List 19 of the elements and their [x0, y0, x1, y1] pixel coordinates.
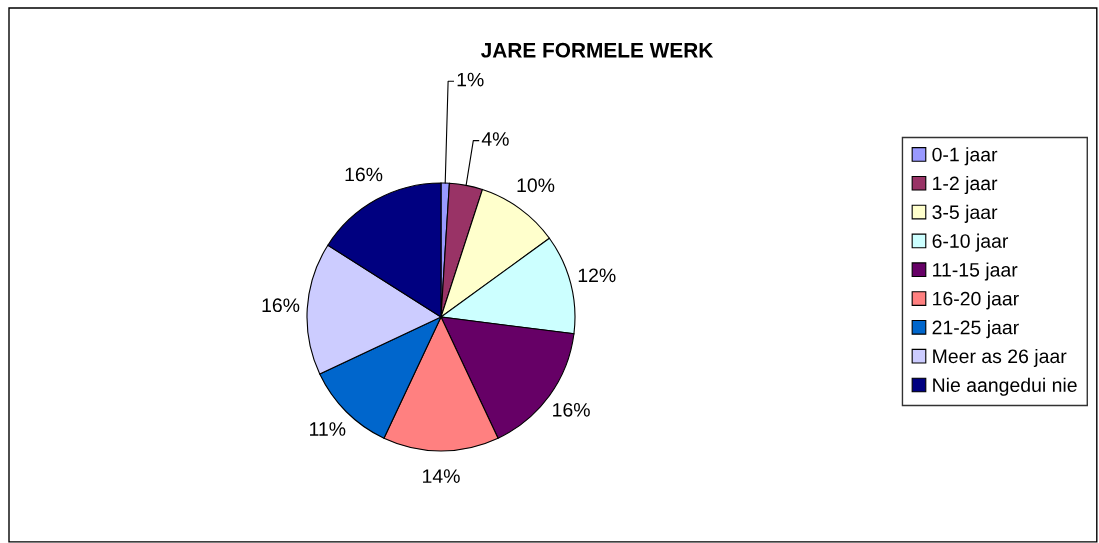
- legend-label: Meer as 26 jaar: [933, 348, 1067, 368]
- data-label: 4%: [481, 132, 509, 146]
- legend-label: 21-25 jaar: [932, 320, 1019, 339]
- legend-label: Nie aangedui nie: [933, 377, 1077, 396]
- legend-label: 0-1 jaar: [932, 147, 998, 166]
- legend-label: 6-10 jaar: [932, 233, 1009, 252]
- data-label: 1%: [457, 72, 484, 87]
- data-label: 16%: [345, 167, 383, 182]
- chart-title: JARE FORMELE WERK: [480, 42, 714, 58]
- legend-label: 11-15 jaar: [933, 262, 1018, 281]
- data-label: 16%: [553, 402, 590, 417]
- legend-label: 3-5 jaar: [932, 204, 998, 223]
- data-label: 14%: [423, 469, 460, 483]
- data-label: 12%: [578, 268, 616, 283]
- data-label: 16%: [262, 298, 300, 313]
- data-label: 10%: [517, 178, 555, 193]
- legend-label: 1-2 jaar: [933, 175, 998, 195]
- legend-label: 16-20 jaar: [933, 291, 1019, 310]
- data-label: 11%: [310, 422, 346, 436]
